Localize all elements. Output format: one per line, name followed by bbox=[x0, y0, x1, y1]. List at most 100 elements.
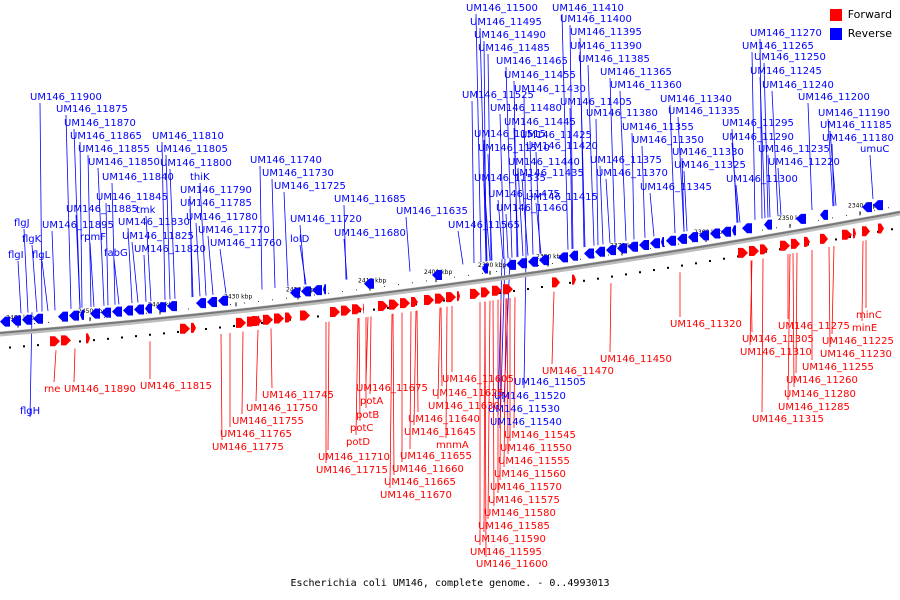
gene-leader-line bbox=[795, 252, 798, 374]
reverse-gene-feature bbox=[661, 237, 664, 248]
gene-leader-line bbox=[389, 313, 393, 489]
forward-gene-feature bbox=[86, 333, 90, 344]
gene-label: UM146_11185 bbox=[820, 120, 892, 131]
forward-gene-feature bbox=[446, 292, 456, 303]
genome-caption: Escherichia coli UM146, complete genome.… bbox=[290, 578, 610, 589]
reverse-gene-feature bbox=[290, 287, 300, 298]
axis-dot bbox=[149, 333, 151, 336]
gene-label: UM146_11330 bbox=[672, 147, 744, 158]
gene-leader-line bbox=[506, 298, 509, 455]
gene-leader-line bbox=[283, 191, 289, 287]
axis-dot bbox=[121, 336, 123, 339]
gene-leader-line bbox=[513, 297, 516, 429]
gene-leader-line bbox=[369, 316, 372, 395]
gene-label: UM146_11865 bbox=[70, 131, 142, 142]
forward-gene-feature bbox=[791, 238, 800, 249]
gene-leader-line bbox=[358, 318, 361, 422]
gene-label: UM146_11345 bbox=[640, 182, 712, 193]
gene-label: UM146_11390 bbox=[570, 41, 642, 52]
gene-label: UM146_11680 bbox=[334, 228, 406, 239]
gene-leader-line bbox=[587, 64, 595, 246]
axis-dot bbox=[387, 306, 389, 309]
axis-dot bbox=[653, 269, 655, 272]
tick-label: 2430 kbp bbox=[224, 293, 252, 300]
gene-label: UM146_11470 bbox=[542, 366, 614, 377]
reverse-gene-feature bbox=[558, 252, 568, 263]
forward-gene-feature bbox=[820, 233, 828, 244]
gene-leader-line bbox=[343, 204, 347, 280]
legend: Forward Reverse bbox=[829, 8, 892, 46]
tick-label: 2390 kbp bbox=[478, 262, 506, 269]
gene-leader-line bbox=[828, 246, 831, 348]
reverse-gene-feature bbox=[688, 232, 698, 243]
axis-dot bbox=[328, 292, 329, 294]
axis-dot bbox=[552, 262, 553, 264]
reverse-gene-feature bbox=[721, 226, 731, 237]
gene-label: UM146_11500 bbox=[466, 3, 538, 14]
gene-leader-line bbox=[551, 291, 555, 365]
gene-label: UM146_11855 bbox=[78, 144, 150, 155]
gene-label: minC bbox=[856, 310, 882, 321]
forward-gene-feature bbox=[842, 229, 852, 240]
gene-leader-line bbox=[649, 192, 655, 237]
forward-gene-feature bbox=[389, 299, 399, 310]
axis-dot bbox=[776, 227, 777, 229]
gene-label: UM146_11535 bbox=[474, 173, 546, 184]
reverse-gene-feature bbox=[58, 311, 68, 322]
gene-leader-line bbox=[497, 199, 504, 259]
forward-gene-feature bbox=[424, 295, 434, 306]
reverse-gene-feature bbox=[196, 298, 206, 309]
gene-leader-line bbox=[681, 157, 685, 232]
gene-leader-line bbox=[484, 301, 487, 558]
gene-leader-line bbox=[497, 259, 503, 416]
gene-label: UM146_11430 bbox=[514, 84, 586, 95]
gene-leader-line bbox=[761, 258, 764, 413]
gene-label: UM146_11635 bbox=[396, 206, 468, 217]
reverse-gene-feature bbox=[569, 250, 578, 261]
gene-leader-line bbox=[145, 215, 152, 302]
axis-dot bbox=[891, 228, 893, 231]
gene-label: UM146_11685 bbox=[334, 194, 406, 205]
legend-reverse-label: Reverse bbox=[847, 27, 892, 40]
gene-label: UM146_11590 bbox=[474, 534, 546, 545]
axis-dot bbox=[398, 284, 399, 286]
gene-leader-line bbox=[569, 107, 573, 249]
axis-dot bbox=[384, 285, 385, 287]
gene-label: UM146_11825 bbox=[122, 231, 194, 242]
gene-leader-line bbox=[861, 240, 864, 322]
gene-leader-line bbox=[270, 328, 273, 389]
reverse-gene-feature bbox=[156, 302, 166, 313]
axis-dot bbox=[650, 248, 651, 250]
axis-dot bbox=[359, 310, 361, 313]
tick-label: 2350 kbp bbox=[778, 215, 806, 222]
gene-leader-line bbox=[869, 154, 874, 200]
reverse-gene-feature bbox=[323, 284, 326, 295]
gene-leader-line bbox=[259, 165, 263, 290]
axis-dot bbox=[205, 328, 207, 331]
gene-leader-line bbox=[437, 307, 441, 400]
reverse-gene-feature bbox=[145, 303, 152, 314]
gene-leader-line bbox=[111, 182, 116, 305]
legend-forward-label: Forward bbox=[847, 8, 892, 21]
reverse-gene-feature bbox=[742, 223, 752, 234]
gene-label: UM146_11505 bbox=[514, 377, 586, 388]
gene-leader-line bbox=[505, 213, 509, 259]
gene-label: UM146_11845 bbox=[96, 192, 168, 203]
reverse-gene-feature bbox=[584, 248, 594, 259]
gene-label: UM146_11335 bbox=[668, 106, 740, 117]
gene-label: UM146_11595 bbox=[470, 547, 542, 558]
gene-leader-line bbox=[343, 238, 348, 280]
axis-dot bbox=[513, 289, 515, 292]
gene-leader-line bbox=[23, 228, 29, 313]
gene-leader-line bbox=[392, 313, 395, 476]
reverse-gene-feature bbox=[528, 256, 538, 267]
gene-leader-line bbox=[763, 62, 769, 218]
axis-dot bbox=[762, 229, 763, 231]
gene-label: UM146_11850 bbox=[88, 157, 160, 168]
gene-label: UM146_11520 bbox=[494, 391, 566, 402]
axis-dot bbox=[163, 332, 165, 335]
axis-dot bbox=[272, 299, 273, 301]
axis-dot bbox=[468, 274, 469, 276]
gene-label: UM146_11885 bbox=[66, 204, 138, 215]
gene-leader-line bbox=[487, 53, 492, 261]
